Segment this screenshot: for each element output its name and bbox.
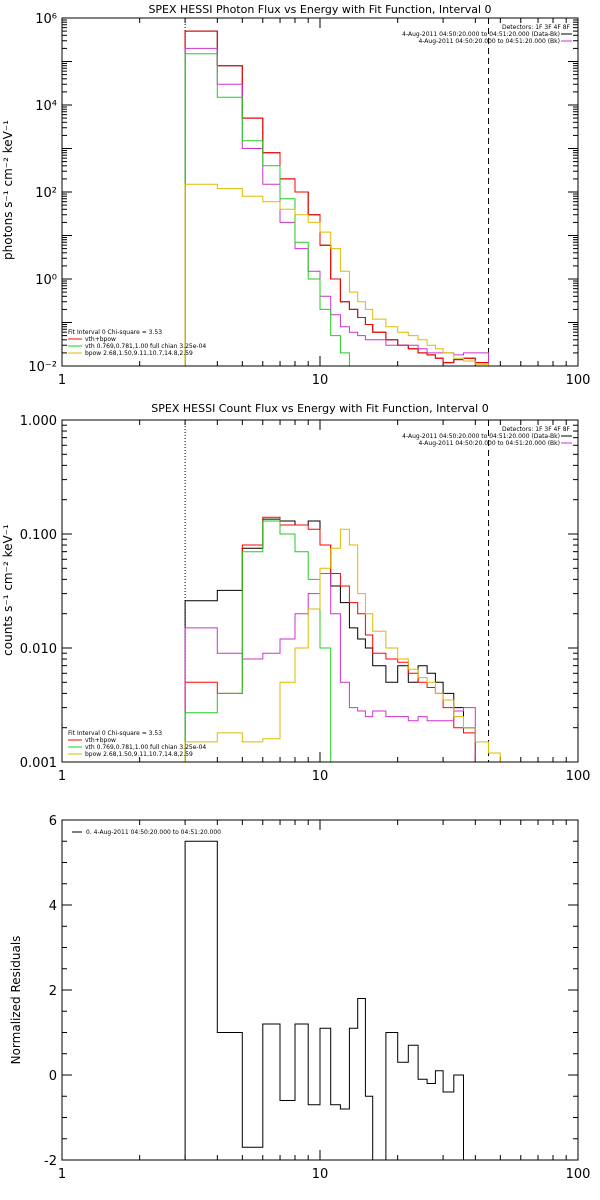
series-step-line [184,840,464,1161]
photon-legend-detectors: Detectors: 1F 3F 4F 8F [502,24,571,31]
x-tick-label: 10 [312,373,329,388]
y-tick-label: 0.001 [20,756,57,771]
photon-flux-legend-left: Fit Interval 0 Chi-square = 3.53 vth+bpo… [68,329,206,357]
residuals-ylabel: Normalized Residuals [9,936,23,1065]
series-step-line [184,30,489,366]
y-tick-label: 10⁻² [28,360,57,375]
photon-legend-bpow: bpow 2.68,1.50,9.11,10.7,14.8,2.59 [85,350,193,357]
photon-legend-bk: 4-Aug-2011 04:50:20.000 to 04:51:20.000 … [418,38,560,45]
y-tick-label: 0 [49,1069,57,1084]
photon-legend-data-bk: 4-Aug-2011 04:50:20.000 to 04:51:20.000 … [402,31,560,38]
count-flux-panel: SPEX HESSI Count Flux vs Energy with Fit… [1,402,590,784]
y-tick-label: 10⁶ [35,12,57,27]
count-flux-ticks: 1 10 100 0.001 0.010 0.100 1.000 [20,414,591,784]
photon-legend-fit-interval: Fit Interval 0 Chi-square = 3.53 [68,329,162,336]
x-tick-label: 10 [312,769,329,784]
photon-flux-title: SPEX HESSI Photon Flux vs Energy with Fi… [148,3,491,16]
count-legend-total: vth+bpow [85,737,116,744]
count-flux-legend-left: Fit Interval 0 Chi-square = 3.53 vth+bpo… [68,730,206,758]
x-tick-label: 10 [312,1167,329,1182]
series-step-line [184,528,521,763]
series-step-line [184,183,489,366]
count-flux-plot-frame [61,419,579,763]
residuals-plot-frame [61,819,579,1161]
x-tick-label: 100 [566,373,591,388]
y-tick-label: 10⁴ [35,99,57,114]
photon-legend-vth: vth 0.769,0.781,1.00 full chian 3.25e-04 [85,343,206,350]
y-tick-label: 10² [35,186,57,201]
x-tick-label: 100 [566,1167,591,1182]
photon-flux-panel: SPEX HESSI Photon Flux vs Energy with Fi… [1,3,590,388]
count-flux-ylabel: counts s⁻¹ cm⁻² keV⁻¹ [1,524,15,656]
count-legend-bpow: bpow 2.68,1.50,9.11,10.7,14.8,2.59 [85,751,193,758]
count-flux-title: SPEX HESSI Count Flux vs Energy with Fit… [151,402,488,415]
y-tick-label: 2 [49,984,57,999]
series-step-line [184,30,489,366]
y-tick-label: 0.010 [20,642,57,657]
photon-flux-plot-frame [61,17,579,367]
x-tick-label: 1 [58,1167,66,1182]
residuals-marks [184,840,464,1161]
residuals-legend-label: 0. 4-Aug-2011 04:50:20.000 to 04:51:20.0… [86,829,221,836]
x-tick-label: 100 [566,769,591,784]
series-step-line [184,573,476,762]
residuals-panel: Normalized Residuals 1 10 100 -2 0 2 4 6 0. 4-A… [9,814,590,1182]
count-flux-marks [184,420,521,763]
y-tick-label: 0.100 [20,528,57,543]
count-legend-data-bk: 4-Aug-2011 04:50:20.000 to 04:51:20.000 … [402,433,560,440]
residuals-legend: 0. 4-Aug-2011 04:50:20.000 to 04:51:20.0… [72,829,221,836]
count-legend-fit-interval: Fit Interval 0 Chi-square = 3.53 [68,730,162,737]
x-tick-label: 1 [58,373,66,388]
count-legend-vth: vth 0.769,0.781,1.00 full chian 3.25e-04 [85,744,206,751]
count-legend-bk: 4-Aug-2011 04:50:20.000 to 04:51:20.000 … [418,440,560,447]
series-step-line [184,518,476,762]
photon-flux-marks [184,18,490,367]
photon-flux-legend-right: Detectors: 1F 3F 4F 8F 4-Aug-2011 04:50:… [402,24,572,45]
y-tick-label: 10⁰ [35,273,57,288]
x-tick-label: 1 [58,769,66,784]
count-legend-detectors: Detectors: 1F 3F 4F 8F [502,426,571,433]
series-step-line [184,520,341,763]
residuals-ticks: 1 10 100 -2 0 2 4 6 [44,814,590,1182]
series-step-line [184,47,489,366]
series-step-line [184,53,358,367]
count-flux-legend-right: Detectors: 1F 3F 4F 8F 4-Aug-2011 04:50:… [402,426,572,447]
y-tick-label: -2 [44,1154,57,1169]
y-tick-label: 4 [49,899,57,914]
photon-flux-ylabel: photons s⁻¹ cm⁻² keV⁻¹ [1,120,15,260]
photon-legend-total: vth+bpow [85,336,116,343]
y-tick-label: 6 [49,814,57,829]
y-tick-label: 1.000 [20,414,57,429]
